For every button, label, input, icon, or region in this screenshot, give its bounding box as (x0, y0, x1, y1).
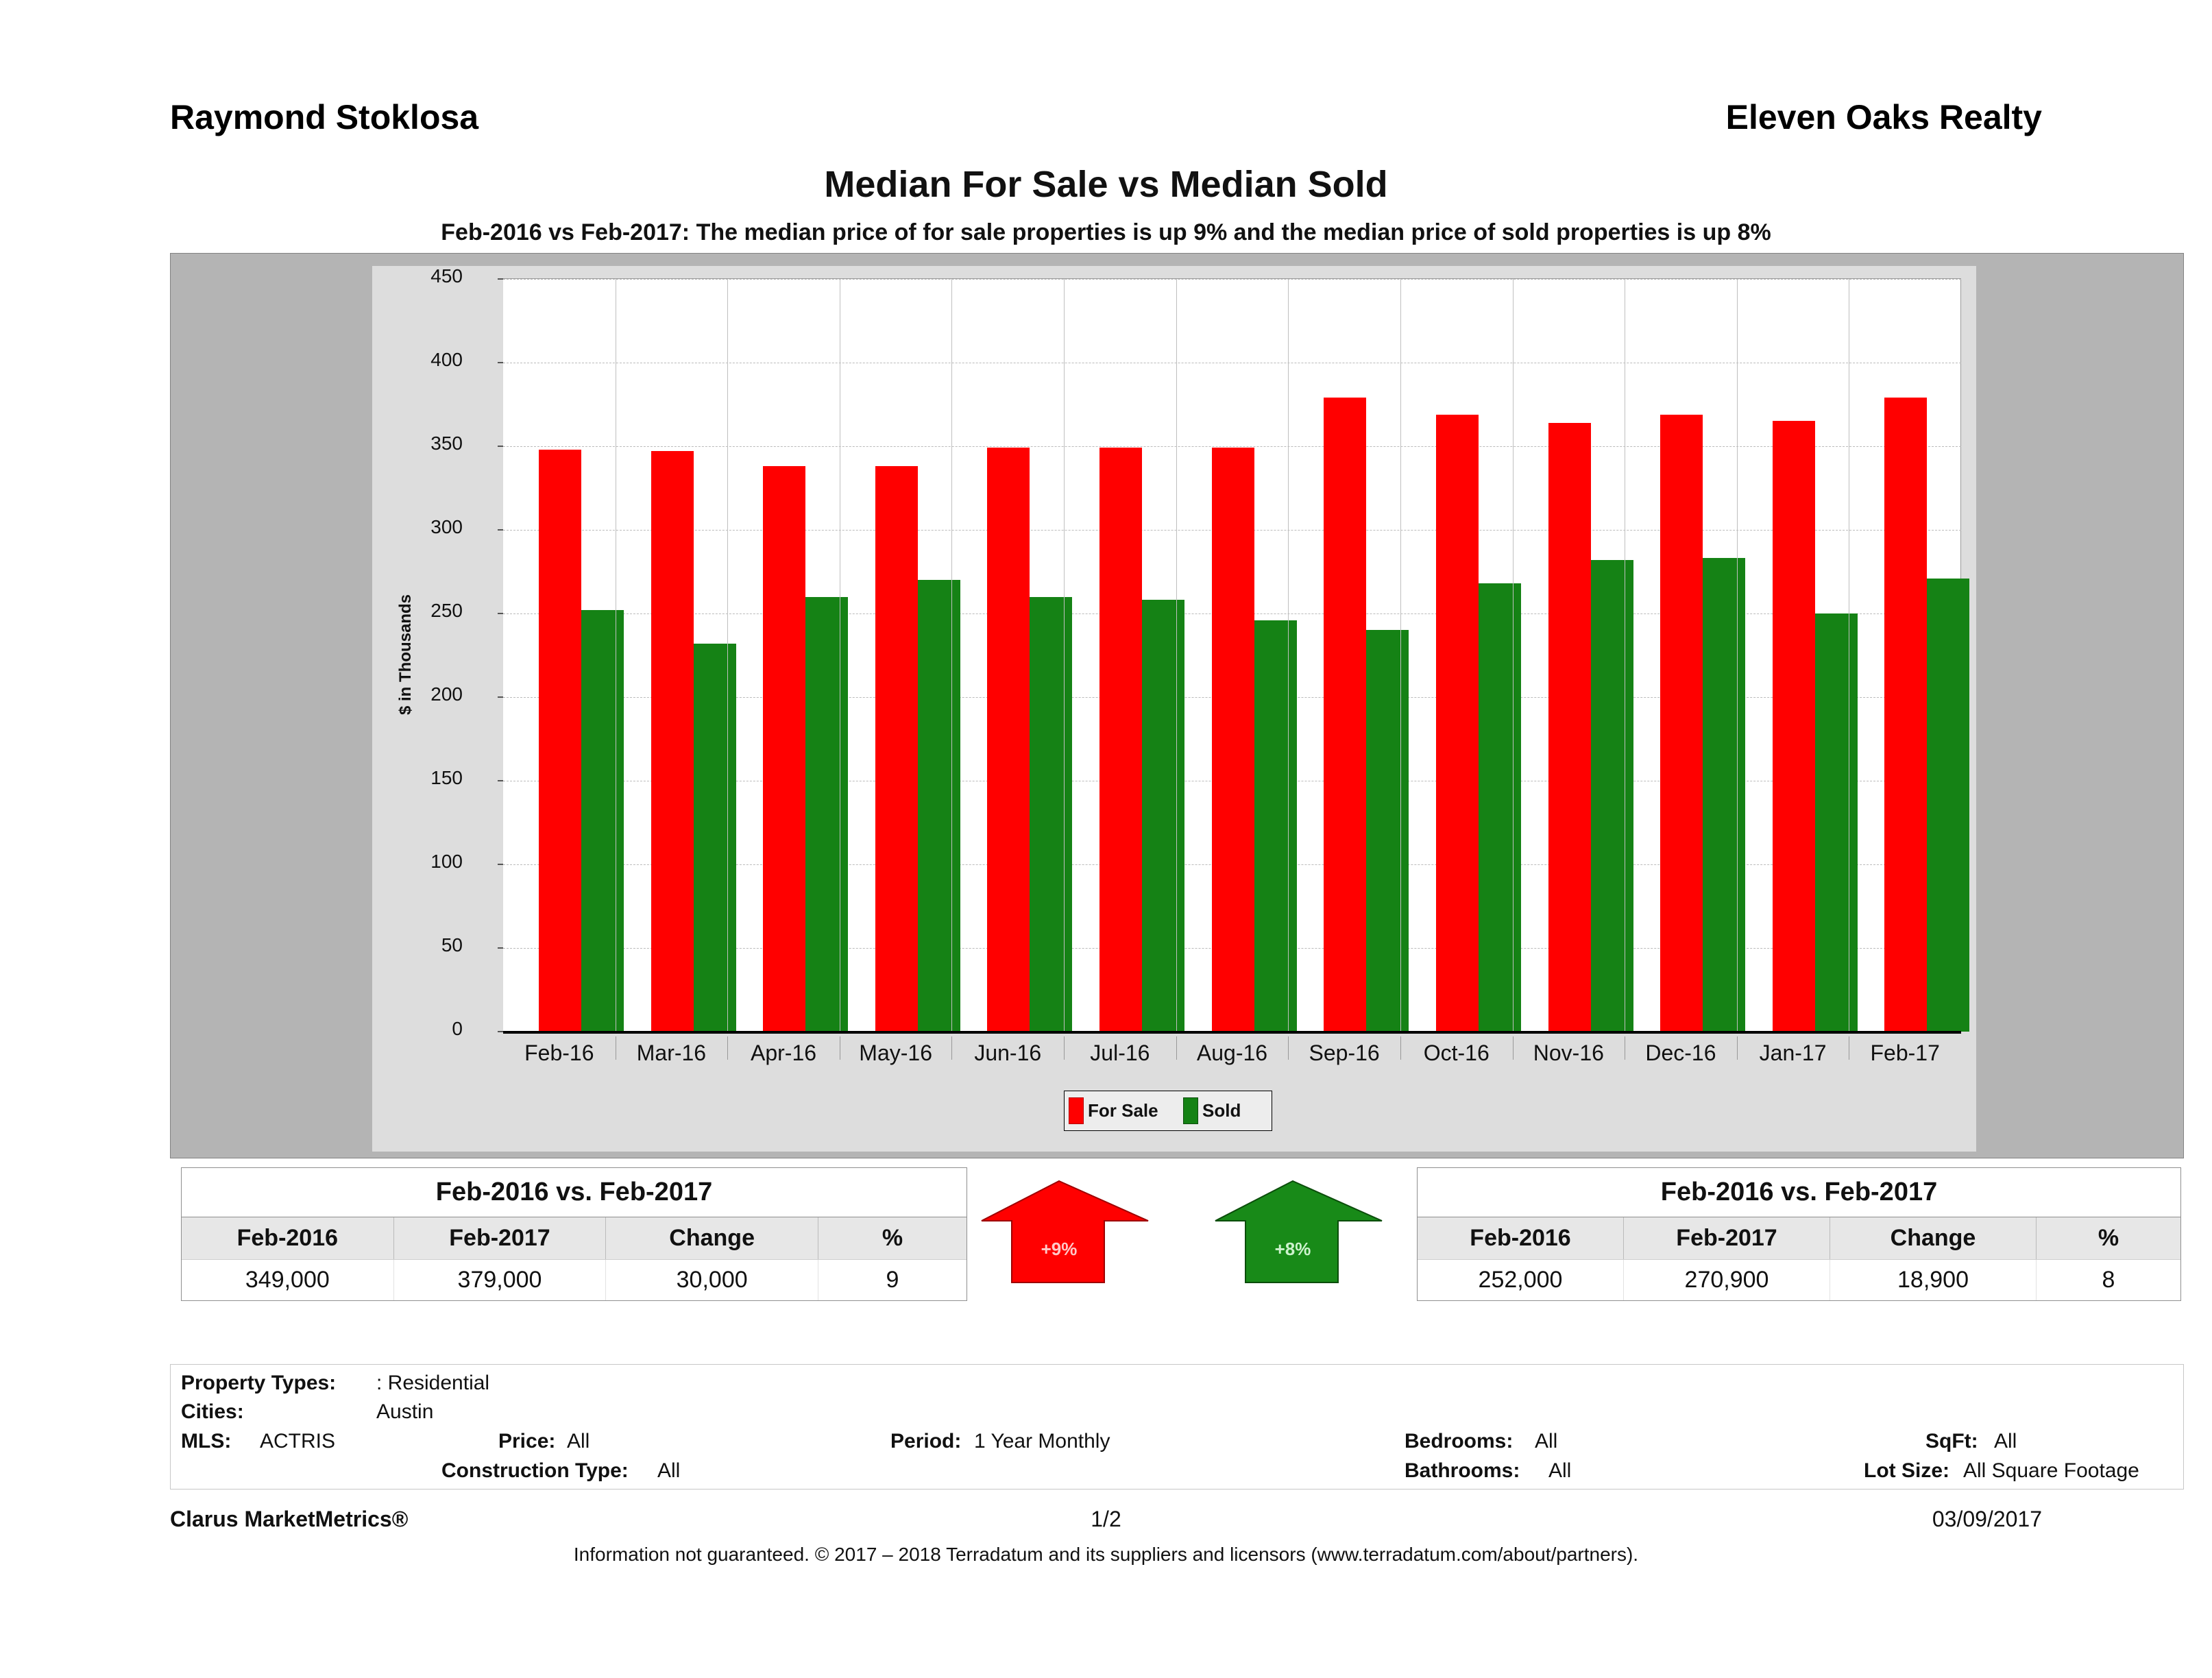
svg-text:+8%: +8% (1275, 1239, 1311, 1259)
svg-text:+9%: +9% (1041, 1239, 1078, 1259)
